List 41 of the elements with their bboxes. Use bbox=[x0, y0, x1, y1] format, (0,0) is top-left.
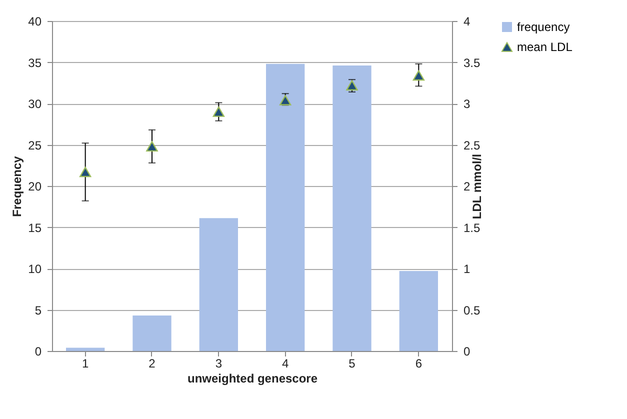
y-tick-label: 40 bbox=[28, 14, 42, 28]
x-axis-title: unweighted genescore bbox=[187, 372, 318, 386]
y-tick-label: 0 bbox=[34, 344, 42, 358]
x-tick-label: 3 bbox=[215, 356, 222, 370]
x-tick-label: 4 bbox=[282, 356, 289, 370]
point bbox=[79, 166, 92, 178]
point bbox=[146, 141, 158, 152]
y-tick-label: 20 bbox=[28, 180, 42, 194]
y-tick-label: 5 bbox=[34, 303, 42, 318]
x-tick-label: 5 bbox=[348, 356, 356, 370]
y2-tick-label: 0 bbox=[464, 344, 470, 358]
y-tick-label: 30 bbox=[28, 97, 42, 111]
y2-axis-title: LDL mmol/l bbox=[470, 154, 484, 220]
y2-tick-label: 3 bbox=[464, 97, 470, 111]
point bbox=[212, 106, 225, 117]
point bbox=[412, 70, 425, 81]
y-tick-label: 25 bbox=[28, 138, 42, 152]
bar bbox=[266, 64, 305, 351]
x-tick-label: 2 bbox=[148, 356, 156, 370]
y-tick-label: 35 bbox=[28, 56, 42, 70]
y-tick-label: 10 bbox=[28, 262, 42, 276]
point bbox=[279, 95, 292, 106]
x-tick-label: 1 bbox=[82, 356, 89, 370]
bar bbox=[132, 316, 172, 351]
y2-tick-label: 1 bbox=[464, 262, 470, 276]
y2-tick-label: 1.5 bbox=[464, 220, 481, 235]
bar bbox=[199, 218, 238, 351]
y2-tick-label: 0.5 bbox=[464, 303, 481, 318]
y2-tick-label: 3.5 bbox=[464, 56, 481, 70]
y-axis-title: Frequency bbox=[10, 156, 24, 217]
point bbox=[346, 80, 358, 90]
y2-tick-label: 4 bbox=[464, 14, 470, 28]
y-tick-label: 15 bbox=[28, 220, 42, 235]
legend-label: frequency bbox=[517, 20, 570, 34]
y2-tick-label: 2.5 bbox=[464, 138, 481, 152]
bar bbox=[332, 66, 372, 351]
bar bbox=[399, 270, 438, 351]
y2-tick-label: 2 bbox=[464, 180, 470, 194]
x-tick-label: 6 bbox=[415, 356, 422, 370]
bar bbox=[66, 348, 105, 351]
legend-label: mean LDL bbox=[517, 40, 573, 54]
